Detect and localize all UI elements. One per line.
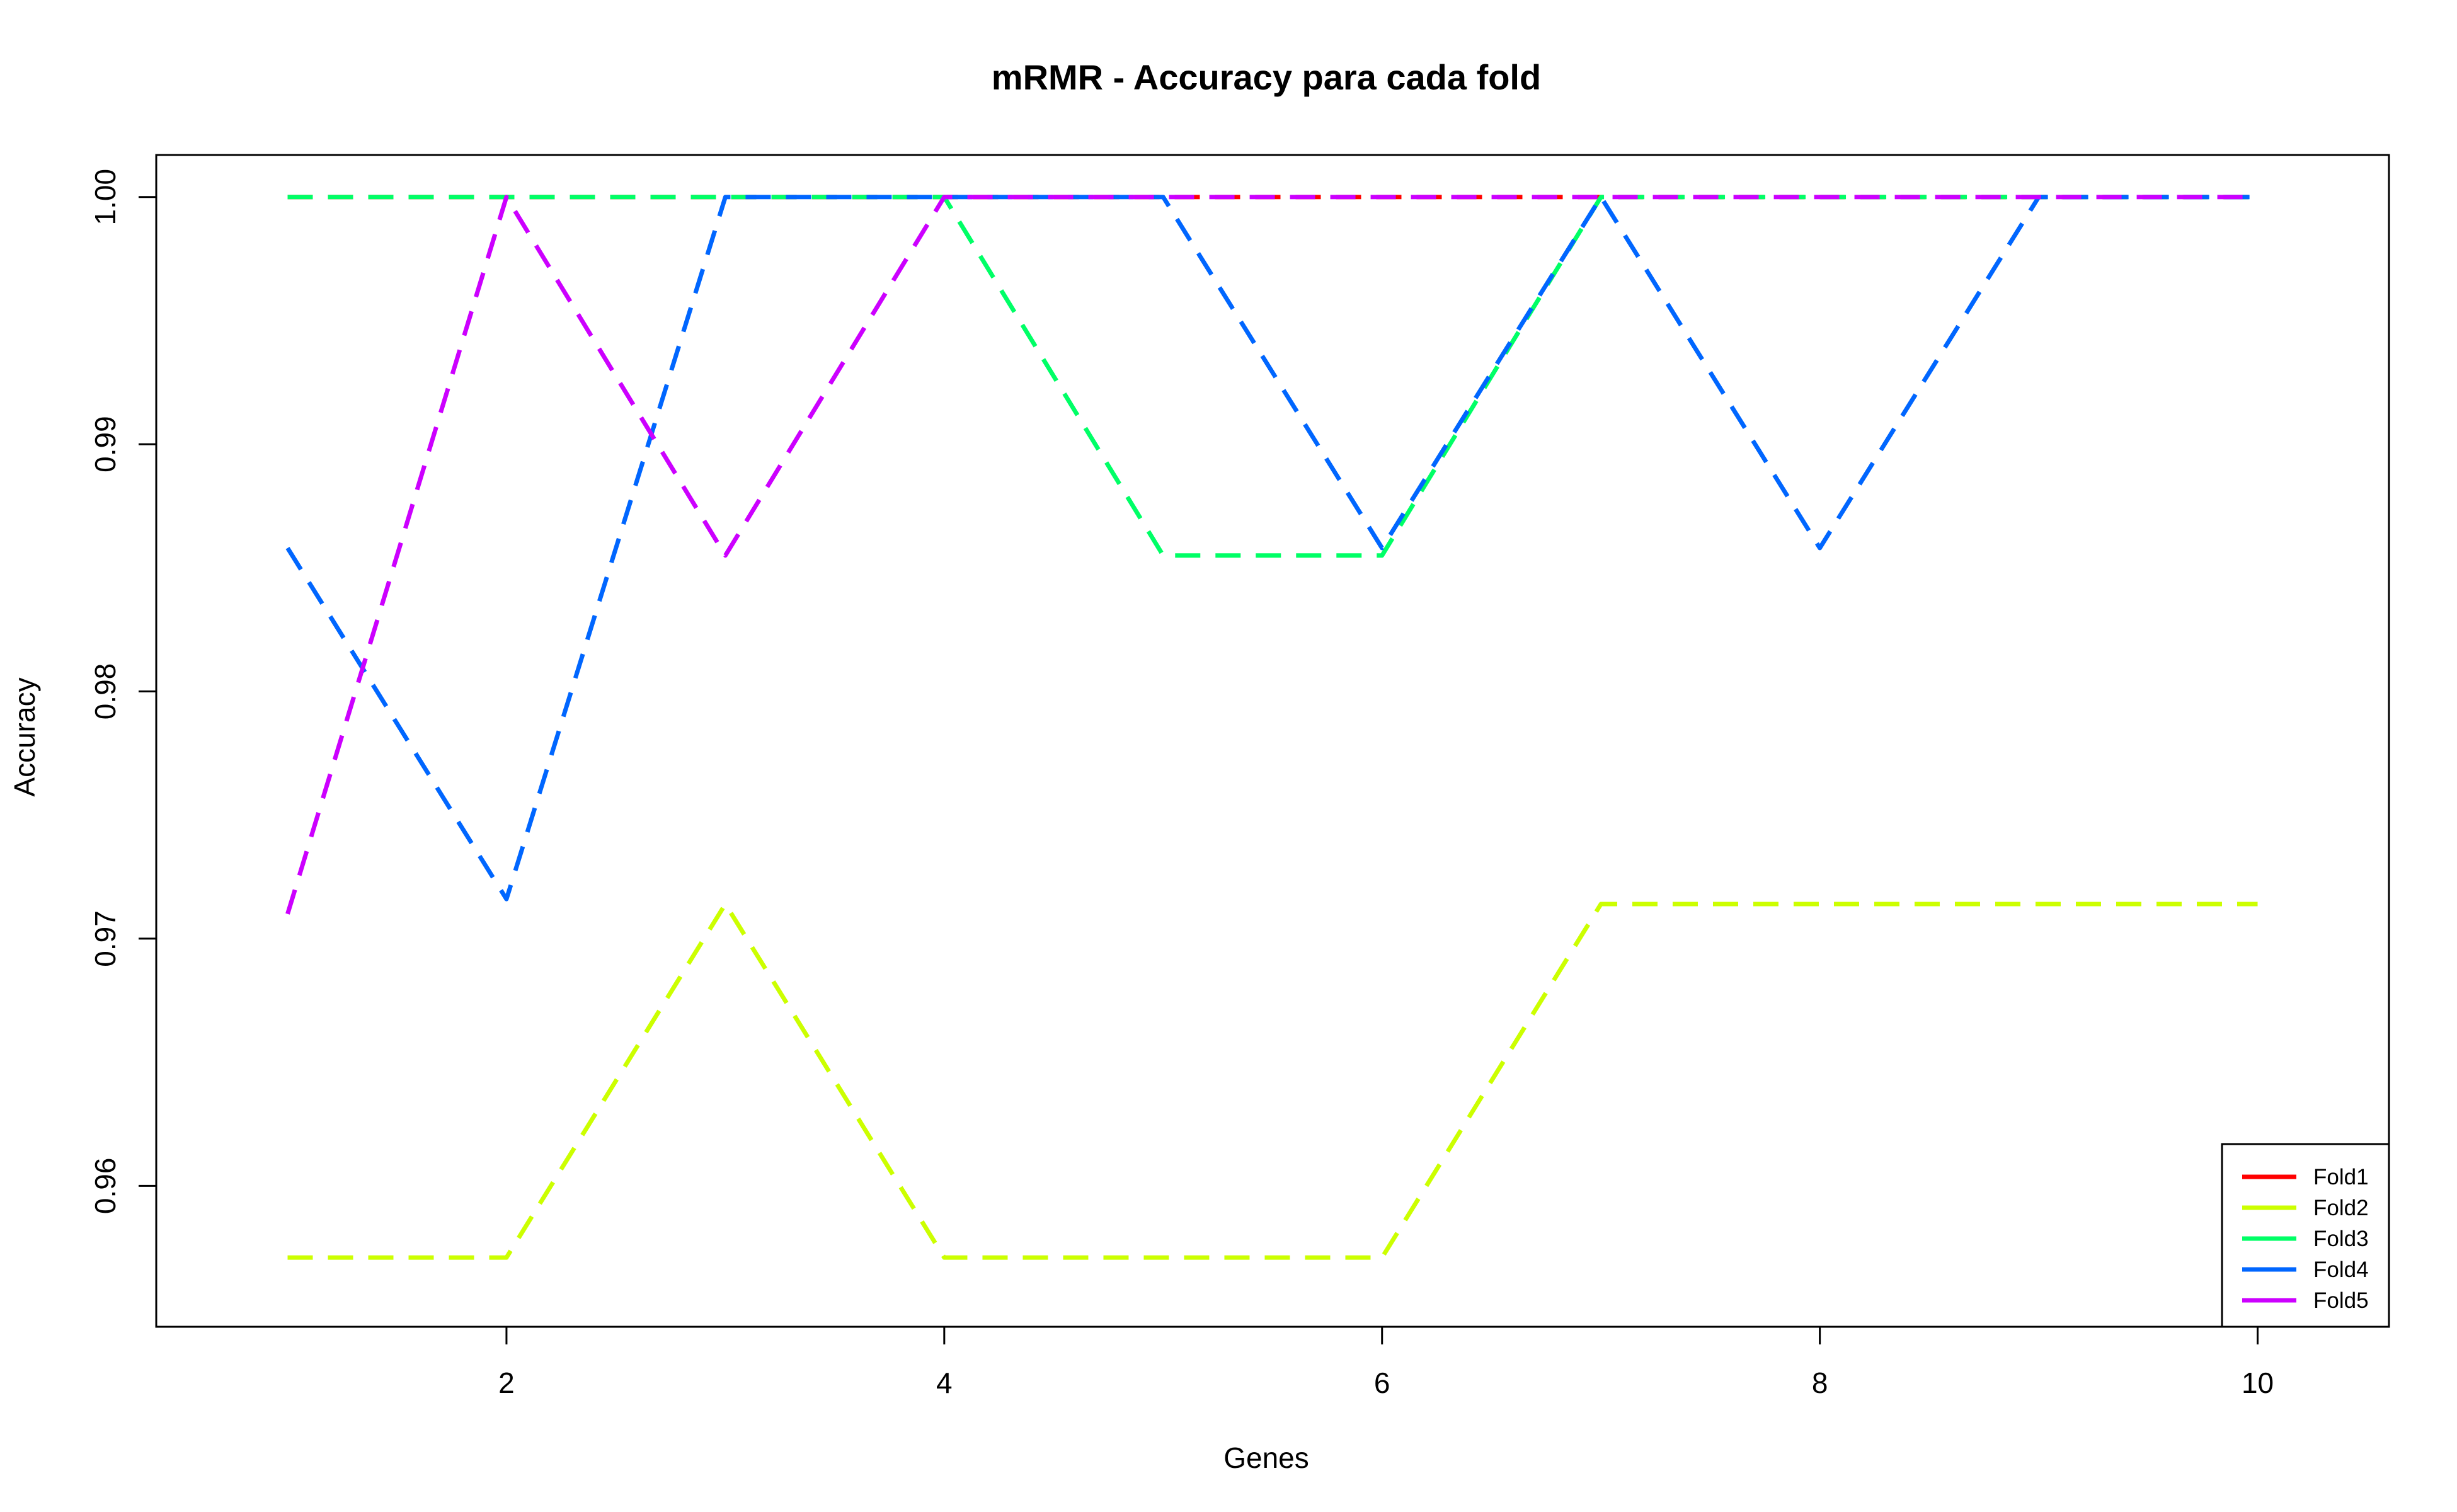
legend-label: Fold1 (2313, 1165, 2369, 1189)
y-tick-label: 0.99 (89, 416, 122, 472)
legend-box (2221, 1143, 2390, 1328)
legend-label: Fold3 (2313, 1227, 2369, 1251)
legend-label: Fold2 (2313, 1196, 2369, 1220)
series-line-fold3 (287, 195, 2258, 558)
x-tick-label: 10 (2242, 1366, 2274, 1399)
plot-frame (155, 154, 2390, 1328)
plot-area: 2 4 6 8 10 0.96 0.97 0.98 0.99 1.00 Fold1 Fold2 Fold… (89, 154, 2390, 1399)
series-line-fold4 (285, 195, 2258, 902)
x-axis-label: Genes (1223, 1441, 1309, 1474)
y-tick-label: 0.98 (89, 663, 122, 720)
legend-label: Fold4 (2313, 1257, 2369, 1282)
y-tick-label: 0.96 (89, 1158, 122, 1215)
x-tick-label: 6 (1374, 1366, 1390, 1399)
y-tick-label: 1.00 (89, 169, 122, 226)
x-tick-label: 4 (936, 1366, 953, 1399)
x-tick-label: 2 (498, 1366, 515, 1399)
series-line-fold2 (287, 902, 2258, 1260)
chart-title: mRMR - Accuracy para cada fold (992, 57, 1541, 97)
legend-label: Fold5 (2313, 1288, 2369, 1313)
y-axis-label: Accuracy (8, 677, 41, 796)
x-tick-label: 8 (1812, 1366, 1828, 1399)
series-line-fold5 (285, 195, 2258, 915)
y-tick-label: 0.97 (89, 910, 122, 967)
